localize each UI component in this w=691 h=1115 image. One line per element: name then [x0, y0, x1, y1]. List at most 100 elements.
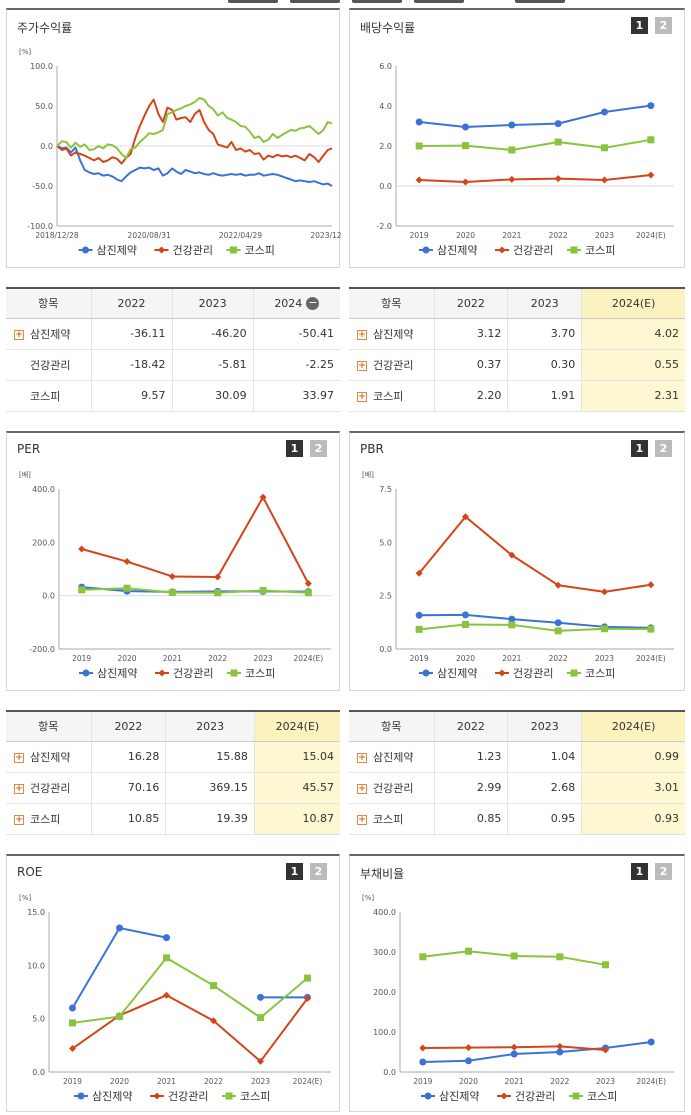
point-health — [214, 573, 222, 581]
expand-plus-icon[interactable]: + — [14, 783, 24, 794]
y-tick-label: 7.5 — [379, 485, 392, 494]
toggle-1-button[interactable]: 1 — [286, 440, 303, 457]
series-segment-samjin — [557, 111, 605, 125]
toggle-2-button[interactable]: 2 — [655, 440, 672, 457]
series-segment-kospi — [217, 589, 264, 594]
point-kospi — [556, 953, 564, 961]
series-segment-kospi — [212, 984, 262, 1019]
x-tick-label: 2024(E) — [636, 1077, 666, 1086]
header-2022: 2022 — [91, 288, 173, 319]
toggle-2-button[interactable]: 2 — [655, 863, 672, 880]
x-tick-label: 2024(E) — [293, 654, 323, 663]
header-2024e: 2024(E) — [581, 711, 685, 742]
toggle-1-button[interactable]: 1 — [631, 17, 648, 34]
table-row: + 삼진제약 16.28 15.88 15.04 — [6, 741, 340, 773]
point-health — [602, 1046, 609, 1054]
series-segment-kospi — [465, 144, 512, 151]
cell: 10.87 — [254, 803, 340, 835]
point-health — [647, 581, 655, 589]
toggle-1-button[interactable]: 1 — [631, 863, 648, 880]
y-tick-label: 0.0 — [379, 182, 392, 191]
x-tick-label: 2020 — [456, 231, 475, 240]
cell: 0.85 — [434, 803, 509, 835]
series-segment-samjin — [119, 927, 167, 939]
cell: 2.99 — [434, 772, 509, 804]
minus-circle-icon[interactable]: − — [306, 296, 320, 310]
point-kospi — [465, 947, 472, 955]
roe-chart: 15.0 10.0 5.0 0.0 [%] 2019 2020 2021 2022 2023 202… — [19, 894, 331, 1103]
point-health — [304, 994, 311, 1002]
expand-plus-icon[interactable]: + — [14, 752, 24, 763]
legend-label: 건강관리 — [173, 667, 213, 680]
point-samjin — [508, 121, 516, 129]
expand-plus-icon[interactable]: + — [357, 814, 367, 825]
point-samjin — [510, 1050, 518, 1058]
cell: -50.41 — [253, 318, 340, 350]
point-kospi — [116, 1013, 123, 1021]
series-segment-samjin — [604, 104, 651, 113]
header-2022: 2022 — [434, 288, 509, 319]
x-tick-label: 2024(E) — [636, 654, 666, 663]
point-kospi — [601, 144, 608, 152]
cell: 0.99 — [581, 741, 685, 773]
series-segment-health — [126, 560, 173, 578]
expand-plus-icon[interactable]: + — [357, 752, 367, 763]
toggle-1-button[interactable]: 1 — [631, 440, 648, 457]
legend-item-kospi: 코스피 — [567, 244, 615, 257]
header-2024: 2024− — [253, 288, 340, 319]
legend-marker — [230, 246, 237, 254]
legend-item-samjin: 삼진제약 — [419, 243, 477, 257]
series-segment-health — [419, 179, 466, 183]
point-kospi — [210, 982, 217, 990]
legend-marker — [422, 246, 430, 254]
legend-item-health: 건강관리 — [495, 244, 553, 257]
series-segment-samjin — [511, 122, 559, 126]
cell: 1.23 — [434, 741, 509, 773]
expand-plus-icon[interactable]: + — [14, 329, 24, 340]
point-kospi — [304, 974, 311, 982]
cell: 0.37 — [434, 349, 509, 381]
point-kospi — [214, 589, 222, 597]
legend-marker — [225, 1092, 233, 1100]
series-segment-health — [464, 515, 513, 556]
legend-item-health: 건강관리 — [150, 1090, 208, 1103]
series-line-health — [56, 98, 333, 165]
point-samjin — [116, 924, 123, 932]
toggle-2-button[interactable]: 2 — [310, 863, 327, 880]
expand-plus-icon[interactable]: + — [357, 360, 367, 371]
x-tick-label: 2021 — [157, 1077, 176, 1086]
x-tick-label: 2021 — [505, 1077, 524, 1086]
y-axis-unit: [%] — [362, 894, 374, 902]
toggle-2-button[interactable]: 2 — [310, 440, 327, 457]
series-segment-health — [262, 496, 310, 584]
cell: 1.91 — [507, 380, 583, 412]
point-kospi — [257, 1014, 264, 1022]
expand-plus-icon[interactable]: + — [357, 391, 367, 402]
y-tick-label: 300.0 — [373, 948, 396, 957]
table-row: + 삼진제약 -36.11 -46.20 -50.41 — [6, 318, 340, 350]
expand-plus-icon[interactable]: + — [357, 329, 367, 340]
series-segment-health — [216, 496, 264, 578]
point-samjin — [465, 1057, 472, 1065]
point-health — [554, 581, 562, 589]
legend-marker — [153, 1092, 161, 1100]
legend-label: 삼진제약 — [439, 1089, 479, 1103]
series-segment-health — [511, 177, 559, 181]
legend-item-samjin: 삼진제약 — [74, 1089, 132, 1103]
header-2023: 2023 — [172, 288, 254, 319]
x-tick-label: 2019 — [410, 231, 429, 240]
top-strip — [0, 0, 691, 3]
expand-plus-icon[interactable]: + — [357, 783, 367, 794]
toggle-2-button[interactable]: 2 — [655, 17, 672, 34]
expand-plus-icon[interactable]: + — [14, 814, 24, 825]
point-kospi — [462, 620, 469, 628]
point-health — [419, 1044, 427, 1052]
stock-return-panel: 주가수익률 100.0 50.0 0.0 -50.0 -100.0 [%] 2018/12/… — [6, 8, 341, 268]
x-tick-label: 2020 — [110, 1077, 129, 1086]
y-tick-label: 200.0 — [32, 538, 55, 547]
toggle-1-button[interactable]: 1 — [286, 863, 303, 880]
point-kospi — [462, 142, 469, 150]
legend-label: 삼진제약 — [437, 666, 477, 680]
cell: 9.57 — [91, 380, 173, 412]
table-row: + 삼진제약 3.12 3.70 4.02 — [349, 318, 685, 350]
